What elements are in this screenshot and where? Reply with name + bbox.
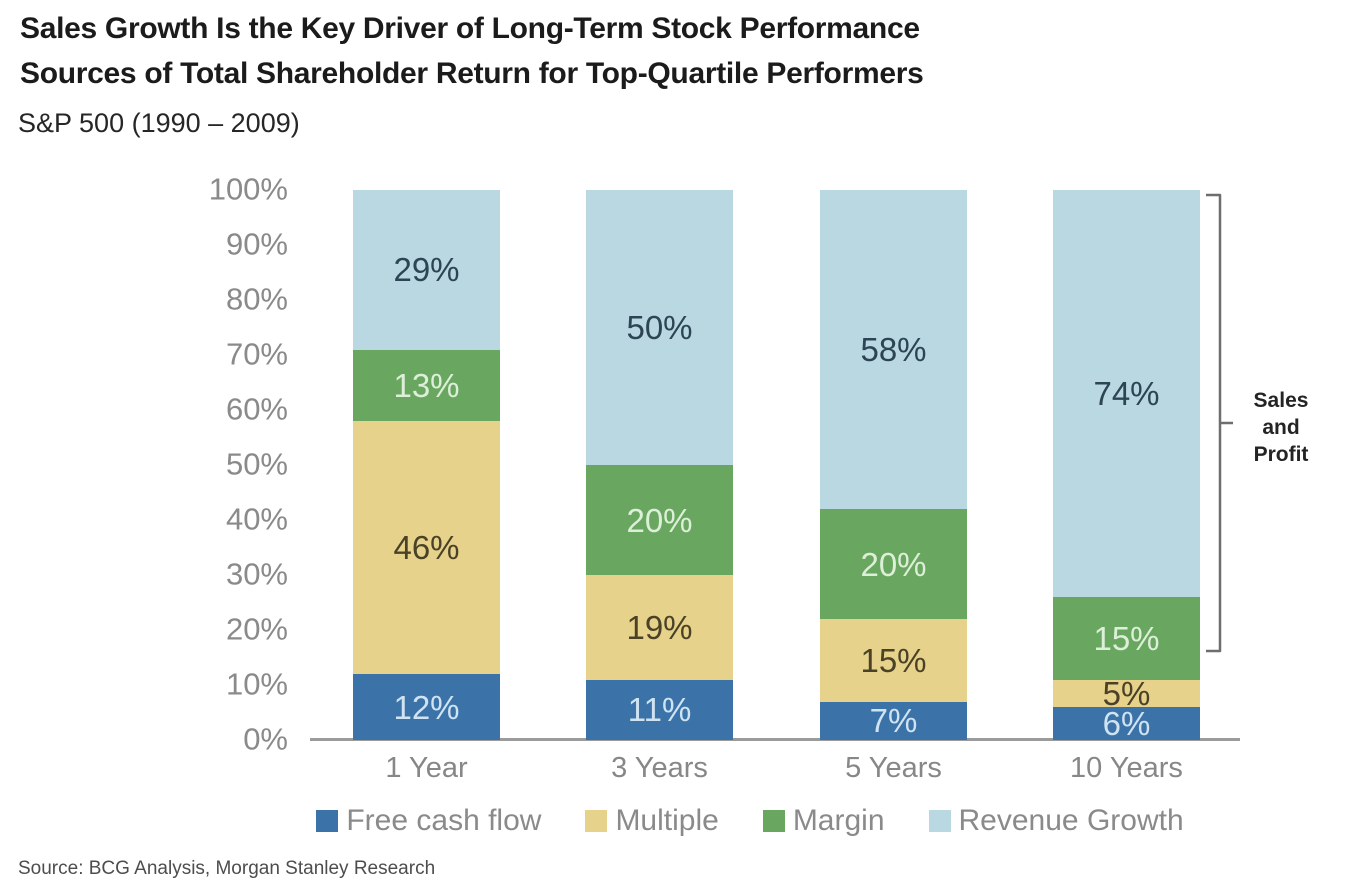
legend-swatch-multiple [585, 810, 608, 832]
y-axis-tick-10pct: 10% [225, 666, 288, 702]
bar-1-year-segment-margin: 13% [353, 349, 500, 421]
sales-profit-label-line3: Profit [1253, 443, 1309, 466]
segment-value-label: 11% [627, 691, 692, 729]
segment-value-label: 6% [1102, 705, 1151, 742]
segment-value-label: 20% [860, 545, 927, 583]
segment-value-label: 15% [1093, 619, 1160, 657]
x-axis-label-3-years: 3 Years [611, 752, 708, 784]
segment-value-label: 74% [1093, 375, 1160, 412]
legend: Free cash flow Multiple Margin Revenue Grow… [250, 804, 1250, 838]
legend-item-multiple: Multiple [585, 804, 719, 838]
sales-profit-label-line1: Sales [1253, 389, 1309, 412]
legend-item-revenue-growth: Revenue Growth [928, 804, 1184, 838]
legend-item-margin: Margin [762, 804, 885, 838]
y-axis-tick-80pct: 80% [225, 281, 288, 317]
y-axis-tick-60pct: 60% [225, 391, 288, 427]
chart-title-line1: Sales Growth Is the Key Driver of Long-T… [20, 12, 920, 45]
segment-value-label: 19% [626, 608, 693, 646]
bar-1-year-segment-free-cash-flow: 12% [353, 674, 500, 740]
bar-5-years-segment-margin: 20% [820, 509, 967, 619]
segment-value-label: 50% [626, 309, 693, 346]
bar-10-years-segment-revenue-growth: 74% [1053, 190, 1200, 597]
chart-title-line2: Sources of Total Shareholder Return for … [20, 57, 924, 90]
chart-subtitle: S&P 500 (1990 – 2009) [18, 108, 300, 138]
bar-1-year-segment-revenue-growth: 29% [353, 190, 500, 350]
bar-10-years-segment-margin: 15% [1053, 597, 1200, 680]
source-note: Source: BCG Analysis, Morgan Stanley Res… [18, 858, 436, 879]
y-axis-tick-90pct: 90% [225, 226, 288, 262]
x-axis-line [310, 738, 1240, 741]
legend-label-revenue-growth: Revenue Growth [958, 804, 1184, 837]
segment-value-label: 12% [393, 688, 460, 726]
segment-value-label: 46% [393, 529, 460, 566]
sales-profit-label-line2: and [1262, 416, 1300, 439]
legend-swatch-revenue-growth [928, 810, 951, 832]
legend-label-margin: Margin [792, 804, 885, 837]
y-axis-tick-100pct: 100% [208, 171, 288, 207]
y-axis-tick-0pct: 0% [243, 721, 288, 757]
sales-profit-bracket [1206, 193, 1233, 653]
bar-3-years-segment-margin: 20% [586, 465, 733, 575]
bar-3-years-segment-free-cash-flow: 11% [586, 679, 733, 740]
segment-value-label: 20% [626, 501, 693, 539]
segment-value-label: 13% [393, 366, 460, 404]
x-axis-label-1-year: 1 Year [385, 752, 468, 784]
y-axis-tick-70pct: 70% [225, 336, 288, 372]
segment-value-label: 29% [393, 251, 460, 289]
segment-value-label: 15% [860, 641, 927, 679]
bar-5-years-segment-free-cash-flow: 7% [820, 701, 967, 740]
bar-3-years-segment-revenue-growth: 50% [586, 190, 733, 465]
legend-label-multiple: Multiple [615, 804, 719, 837]
bar-3-years-segment-multiple: 19% [586, 575, 733, 680]
bar-1-year-segment-multiple: 46% [353, 421, 500, 674]
x-axis-label-10-years: 10 Years [1070, 752, 1183, 784]
legend-swatch-free-cash-flow [316, 810, 339, 832]
y-axis-tick-20pct: 20% [225, 611, 288, 647]
sales-profit-label: Sales and Profit [1238, 387, 1324, 468]
bar-5-years-segment-multiple: 15% [820, 619, 967, 702]
y-axis-tick-50pct: 50% [225, 446, 288, 482]
bar-10-years-segment-free-cash-flow: 6% [1053, 707, 1200, 740]
segment-value-label: 58% [860, 331, 927, 368]
legend-swatch-margin [762, 810, 785, 832]
legend-label-free-cash-flow: Free cash flow [346, 804, 542, 837]
segment-value-label: 5% [1102, 674, 1151, 712]
bar-10-years-segment-multiple: 5% [1053, 674, 1200, 712]
y-axis-tick-30pct: 30% [225, 556, 288, 592]
x-axis-label-5-years: 5 Years [845, 752, 942, 784]
segment-value-label: 7% [869, 702, 918, 740]
bar-5-years-segment-revenue-growth: 58% [820, 190, 967, 509]
legend-item-free-cash-flow: Free cash flow [316, 804, 541, 838]
y-axis-tick-40pct: 40% [225, 501, 288, 537]
